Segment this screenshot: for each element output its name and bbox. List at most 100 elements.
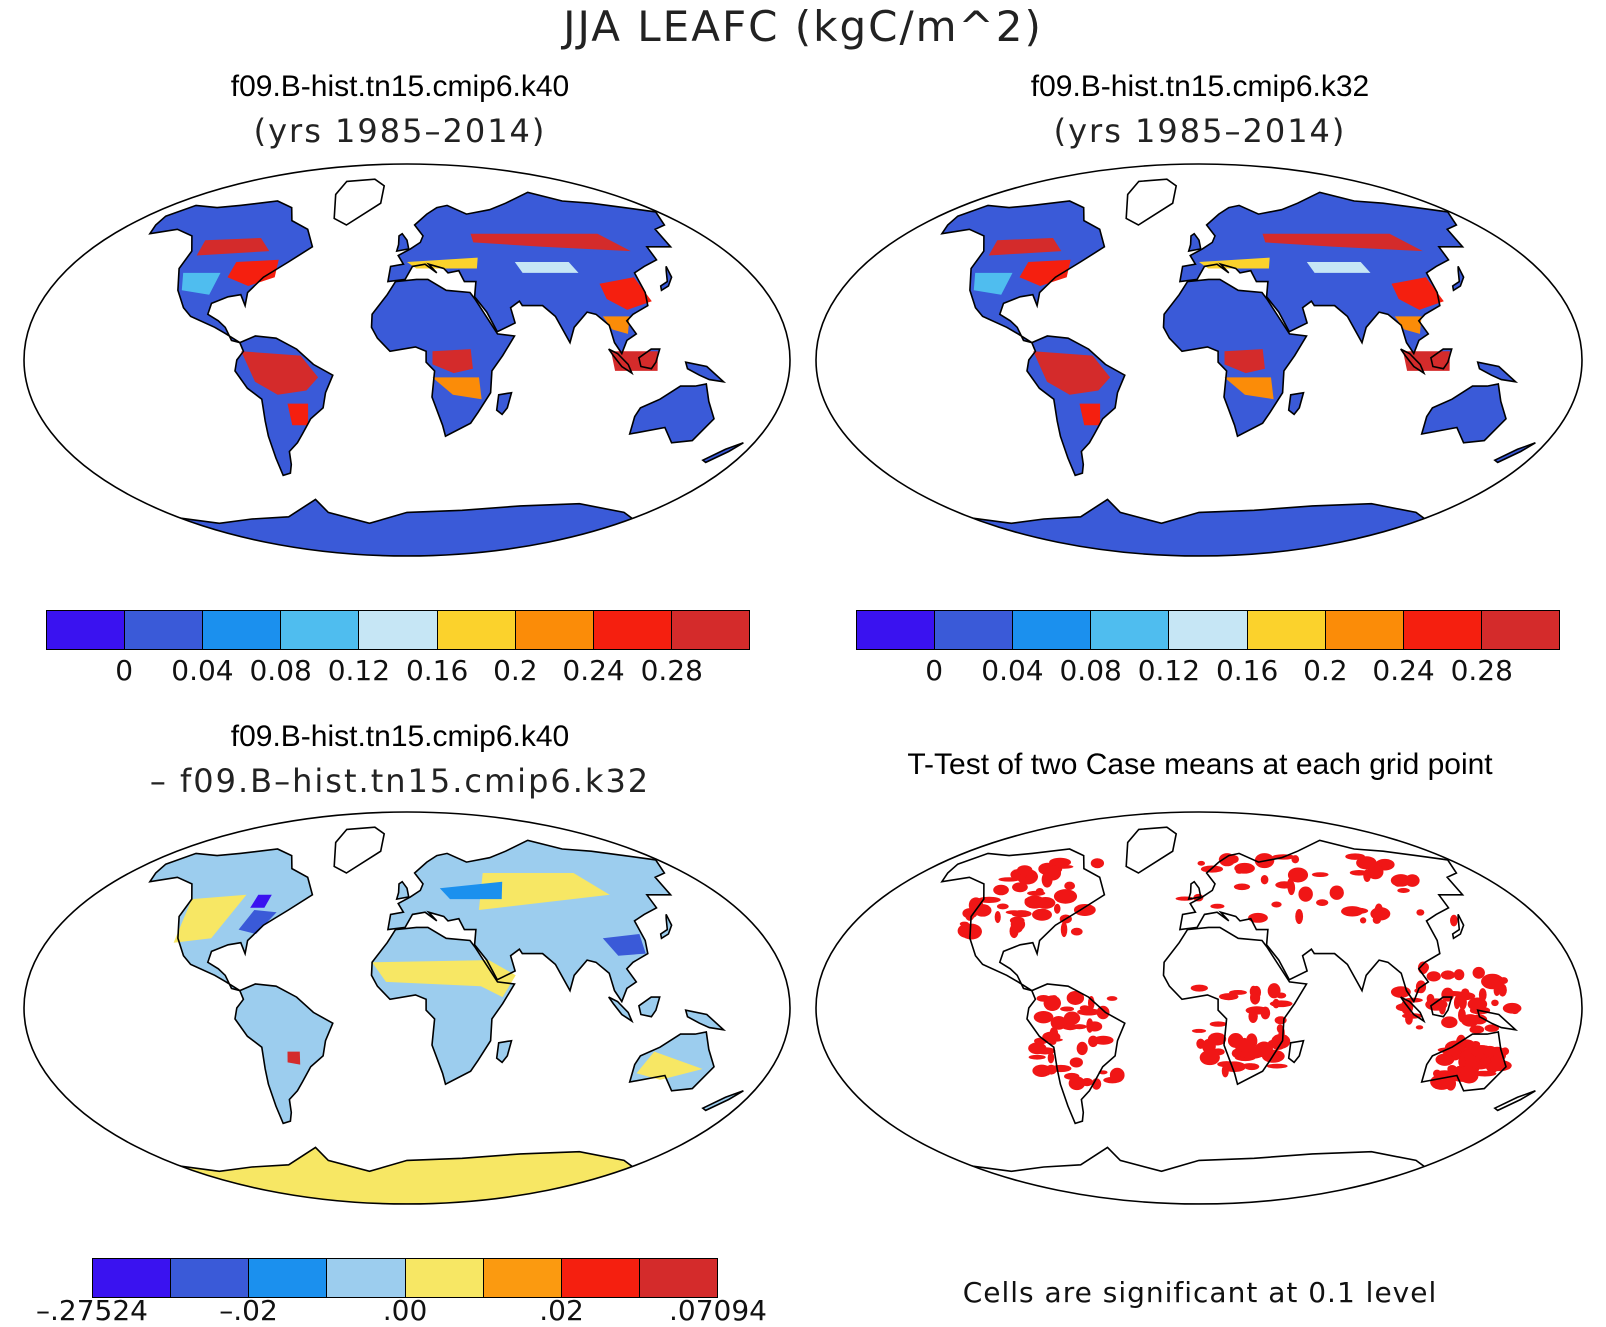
colorbar-swatch-4 [405, 1259, 484, 1297]
colorbar-swatch-1 [935, 611, 1014, 649]
map-land-layer [148, 178, 744, 556]
field-patch [173, 894, 247, 943]
significant-cell [1450, 914, 1458, 927]
coastline-southAmerica [1026, 983, 1126, 1125]
coastline-uk [395, 232, 410, 253]
significant-cell [1062, 1023, 1078, 1031]
coastline-newZealand [1493, 1090, 1536, 1112]
field-patch [1394, 316, 1422, 334]
colorbar-swatch-8 [671, 611, 749, 649]
colorbar-tick-label: 0 [115, 654, 134, 687]
coastline-newGuinea [684, 361, 727, 383]
map-border [23, 163, 791, 557]
significant-cell [1416, 909, 1425, 916]
coastline-uk [1187, 232, 1202, 253]
land-newZealand [702, 442, 744, 463]
coastline-madagascar [495, 391, 513, 416]
field-patch [973, 272, 1013, 295]
ttest-map [815, 811, 1583, 1205]
land-newGuinea [1477, 1010, 1516, 1030]
coastline-newZealand [701, 1090, 744, 1112]
significant-cell [1341, 906, 1364, 917]
significant-cell [1060, 1006, 1075, 1012]
field-patch [1403, 351, 1450, 371]
field-patch [478, 873, 610, 910]
significant-cell [1276, 992, 1287, 999]
significant-cell [1109, 1067, 1125, 1083]
significant-cell [959, 921, 970, 927]
diff-colorbar-ticks: –.27524 –.02 .00 .02 .07094 [0, 1294, 800, 1327]
significant-cell [1064, 881, 1076, 890]
significant-cell [1087, 1021, 1103, 1032]
colorbar-swatch-1 [125, 611, 204, 649]
field-patch [1199, 257, 1270, 269]
colorbar-swatch-0 [93, 1259, 172, 1297]
coastline-madagascar [1287, 391, 1305, 416]
field-patch [1224, 349, 1265, 374]
coastline-northAmerica [940, 848, 1106, 992]
land-madagascar [496, 1040, 512, 1063]
field-patch [196, 238, 270, 256]
coastline-australia [628, 383, 715, 444]
field-patch [238, 910, 277, 934]
colorbar-swatch-7 [1403, 611, 1482, 649]
significant-cell [1016, 865, 1033, 876]
significant-cell [994, 910, 1001, 924]
significant-cell [1221, 1064, 1229, 1078]
coastline-southAmerica [1026, 335, 1126, 477]
coastline-australia [1420, 383, 1507, 444]
coastline-africa [370, 278, 516, 438]
map-border [815, 163, 1583, 557]
land-newGuinea [1477, 362, 1516, 382]
significant-cell [1219, 993, 1239, 1001]
significant-cell [1087, 996, 1095, 1011]
significant-cell [1397, 887, 1410, 894]
significant-cell [1033, 1010, 1054, 1024]
colorbar-tick-label: –.02 [219, 1294, 278, 1327]
significant-cell [1248, 912, 1268, 923]
significant-cell [957, 923, 978, 939]
significant-cell [1197, 860, 1205, 866]
coastline-greenland [1125, 178, 1178, 226]
significant-cell [1217, 1061, 1236, 1068]
coastline-northAmerica [940, 200, 1106, 344]
significant-cell [1199, 1049, 1220, 1066]
significant-cell [1455, 991, 1476, 1001]
significant-cell [1502, 1002, 1522, 1014]
significant-cell [1404, 874, 1420, 887]
colorbar-swatch-2 [1013, 611, 1092, 649]
field-patch [988, 238, 1062, 256]
colorbar-tick-label: 0.12 [327, 654, 391, 687]
significant-cell [1012, 882, 1028, 893]
land-northAmerica [149, 849, 313, 991]
coastline-borneo [1430, 996, 1453, 1018]
significant-cell [1272, 998, 1280, 1009]
colorbar-swatch-2 [249, 1259, 328, 1297]
significant-cell [1501, 1047, 1510, 1056]
significant-cell [1050, 1064, 1072, 1073]
significant-cell [1069, 1057, 1083, 1068]
field-patch [1262, 233, 1423, 252]
colorbar-swatch-5 [483, 1259, 562, 1297]
colorbar-swatch-7 [593, 611, 672, 649]
significant-cell [965, 910, 975, 921]
significant-cell [996, 903, 1009, 910]
colorbar-tick-label: .00 [382, 1294, 428, 1327]
coastline-borneo [638, 348, 661, 370]
coastline-sumatra [1400, 996, 1426, 1024]
significant-cell [1478, 988, 1487, 1002]
colorbar-tick-label: .07094 [669, 1294, 767, 1327]
land-antarctica [170, 1147, 636, 1204]
significant-cell [1053, 889, 1078, 904]
significant-cell [1210, 903, 1225, 909]
significant-cell [1076, 1041, 1088, 1056]
field-patch [1306, 262, 1371, 273]
field-patch [287, 403, 309, 426]
case1-title: f09.B-hist.tn15.cmip6.k40 [230, 70, 570, 103]
significant-cell [1295, 908, 1304, 925]
field-patch [1224, 377, 1274, 400]
significant-cell [1287, 867, 1309, 883]
colorbar-tick-label: 0 [925, 654, 944, 687]
coastline-eurasia [386, 191, 673, 356]
field-patch [241, 351, 319, 395]
